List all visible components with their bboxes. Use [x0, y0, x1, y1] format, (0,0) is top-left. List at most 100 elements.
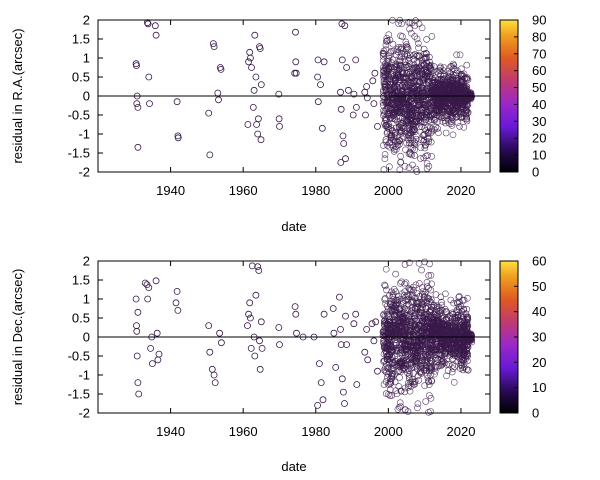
data-point [383, 353, 391, 361]
data-point [437, 321, 445, 328]
data-point [251, 31, 259, 39]
data-point [256, 337, 263, 345]
data-point [386, 386, 394, 394]
data-point [392, 270, 399, 278]
data-point [434, 356, 442, 363]
data-point [411, 378, 418, 386]
data-point [383, 69, 391, 76]
data-point [441, 359, 449, 367]
data-point [442, 129, 450, 137]
data-point [314, 98, 322, 106]
dec-colorbar-ticks: 0 10 20 30 40 50 60 [514, 254, 546, 421]
data-point [406, 285, 414, 293]
data-point [415, 85, 423, 93]
data-point [391, 132, 399, 139]
data-point [451, 322, 459, 330]
data-point [401, 384, 409, 392]
data-point [449, 113, 457, 121]
data-point [174, 134, 182, 142]
y-tick-label: 1.5 [72, 273, 90, 288]
data-point [429, 318, 437, 326]
data-point [369, 77, 377, 85]
data-point [205, 322, 213, 330]
data-point [428, 280, 436, 288]
data-point [450, 105, 458, 113]
data-point [418, 266, 425, 274]
data-point [413, 52, 421, 60]
data-point [394, 109, 402, 116]
data-point [172, 299, 180, 307]
data-point [395, 44, 402, 51]
data-point [392, 146, 400, 153]
data-point [449, 350, 456, 358]
data-point [425, 272, 433, 279]
data-point [392, 301, 400, 309]
data-point [249, 104, 257, 111]
data-point [254, 130, 262, 138]
data-point [361, 88, 369, 96]
data-point [402, 302, 410, 310]
data-point [337, 88, 344, 96]
data-point [428, 363, 436, 371]
data-point [428, 377, 435, 385]
data-point [406, 73, 414, 80]
data-point [410, 313, 418, 320]
data-point [420, 45, 428, 53]
data-point [380, 78, 388, 85]
data-point [254, 115, 262, 123]
data-point [413, 35, 421, 43]
data-point [208, 365, 216, 373]
data-point [440, 64, 448, 71]
data-point [403, 100, 411, 108]
data-point [406, 25, 413, 33]
data-point [451, 66, 458, 73]
data-point [434, 125, 441, 132]
data-point [401, 76, 409, 83]
data-point [433, 312, 440, 320]
x-tick-label: 1960 [229, 183, 258, 198]
data-point [444, 75, 452, 82]
data-point [400, 362, 408, 369]
data-point [411, 65, 418, 72]
data-point [246, 314, 254, 322]
data-point [276, 123, 283, 130]
data-point [381, 60, 389, 68]
data-point [407, 332, 415, 340]
data-point [337, 159, 345, 166]
data-point [462, 107, 470, 115]
data-point [445, 119, 453, 127]
data-point [398, 82, 406, 89]
colorbar-tick-label: 10 [532, 380, 546, 395]
data-point [413, 78, 420, 85]
data-point [417, 144, 425, 151]
data-point [404, 63, 412, 70]
data-point [422, 81, 430, 88]
data-point [443, 86, 451, 93]
data-point [246, 299, 254, 307]
data-point [206, 151, 214, 159]
data-point [426, 298, 433, 305]
data-point [423, 85, 430, 93]
data-point [396, 128, 404, 136]
y-tick-label: 2 [83, 254, 90, 269]
data-point [457, 361, 465, 369]
data-point [147, 344, 155, 352]
data-point [381, 110, 388, 117]
data-point [209, 40, 217, 47]
data-point [403, 97, 411, 104]
data-point [380, 80, 388, 87]
data-point [458, 317, 466, 325]
data-point [340, 140, 348, 147]
data-point [315, 360, 323, 368]
y-tick-label: -0.5 [68, 349, 90, 364]
data-point [380, 320, 388, 328]
data-point [342, 312, 349, 320]
data-point [381, 281, 388, 289]
data-point [391, 94, 398, 101]
data-point [458, 358, 465, 366]
data-point [390, 47, 398, 55]
dec-x-axis-label: date [281, 459, 306, 474]
data-point [248, 262, 256, 270]
data-point [133, 100, 141, 107]
